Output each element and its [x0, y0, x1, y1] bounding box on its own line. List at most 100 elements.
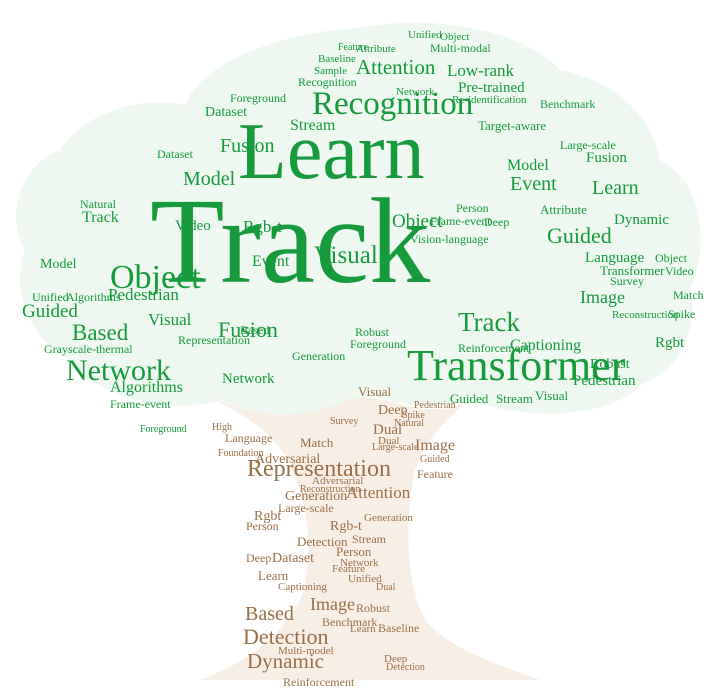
word-rgbt-right: Rgbt: [655, 335, 685, 351]
word-detection-small: Detection: [297, 534, 348, 549]
word-recognition: Recognition: [312, 86, 473, 122]
word-person-trunk: Person: [336, 544, 372, 559]
word-robust-trunk: Robust: [356, 601, 391, 615]
word-transformer-right: Transformer: [600, 263, 665, 278]
word-model-mid: Model: [507, 157, 549, 174]
word-transformer: Transformer: [407, 341, 626, 390]
word-foreground-low: Foreground: [140, 424, 187, 435]
word-person: Person: [456, 201, 489, 215]
word-robust-mid: Robust: [355, 325, 390, 339]
word-learn-right: Learn: [592, 177, 639, 199]
word-survey-trunk: Survey: [330, 416, 358, 427]
word-deep-trunk2: Deep: [246, 551, 271, 565]
word-sample: Sample: [314, 65, 347, 77]
word-adversarial: Adversarial: [255, 452, 320, 467]
word-reinforcement-trunk: Reinforcement: [283, 675, 355, 689]
word-pedestrian-right: Pedestrian: [573, 373, 636, 389]
word-spike: Spike: [668, 307, 695, 321]
word-feature-top: Feature: [338, 42, 369, 53]
word-baseline-trunk: Baseline: [378, 621, 419, 635]
tree-trunk-shape: [200, 395, 540, 680]
word-object-big: Object: [110, 259, 201, 296]
word-fusion-mid: Fusion: [218, 317, 278, 342]
word-representation: Representation: [247, 456, 391, 482]
word-object-right: Object: [655, 251, 688, 265]
word-re-id: Re-identification: [452, 94, 527, 106]
word-learn: Learn: [238, 108, 425, 196]
word-pedestrian: Pedestrian: [108, 285, 179, 304]
word-natural-trunk: Natural: [394, 418, 424, 429]
word-large-scale: Large-scale: [560, 138, 616, 152]
word-multi-model-trunk: Multi-model: [278, 645, 334, 657]
word-frame-event: Frame-event: [430, 214, 491, 228]
word-generation-green: Generation: [292, 349, 345, 363]
word-benchmark: Benchmark: [540, 97, 595, 111]
word-attribute: Attribute: [540, 202, 587, 217]
word-video-left: Video: [175, 218, 211, 234]
word-person-trunk2: Person: [246, 519, 279, 533]
word-vision-language: Vision-language: [410, 232, 489, 246]
word-rgbt-trunk: Rgbt: [254, 509, 281, 524]
word-foreground-mid: Foreground: [350, 337, 406, 351]
word-large-scale-trunk: Large-scale: [278, 501, 334, 515]
word-generation: Generation: [285, 489, 347, 504]
word-pedestrian-trunk: Pedestrian: [414, 400, 456, 411]
word-language: Language: [585, 250, 644, 266]
word-visual-big: Visual: [314, 242, 378, 269]
word-guided-left: Guided: [22, 301, 78, 322]
word-object-mid: Object: [392, 211, 443, 232]
word-dataset-trunk: Dataset: [272, 551, 314, 566]
word-rgb-t-trunk: Rgb-t: [330, 519, 362, 534]
word-video-right: Video: [665, 264, 694, 278]
word-image-upper: Image: [415, 437, 455, 454]
word-model: Model: [183, 168, 236, 190]
word-natural: Natural: [80, 197, 117, 211]
word-detection-bottom: Detection: [386, 662, 425, 673]
word-algorithms: Algorithms: [110, 379, 183, 396]
word-attention-top: Attention: [356, 55, 436, 79]
word-match-trunk: Match: [300, 435, 334, 450]
word-high-trunk: High: [212, 422, 232, 433]
word-dynamic: Dynamic: [614, 212, 669, 228]
word-rgbt-left: Rgb-t: [243, 217, 282, 236]
word-deep: Deep: [484, 215, 509, 229]
word-based-trunk: Based: [245, 603, 294, 625]
word-track: Track: [150, 174, 430, 309]
word-network-trunk: Network: [340, 557, 379, 569]
word-robust-right: Robust: [590, 357, 630, 372]
word-track-left: Track: [82, 209, 119, 226]
word-dual-trunk: Dual: [373, 422, 402, 438]
word-deep-trunk: Deep: [378, 403, 408, 418]
word-fusion: Fusion: [220, 135, 274, 157]
word-attribute-top: Attribute: [356, 43, 396, 55]
word-unified-top: Unified: [408, 29, 442, 41]
word-benchmark-trunk: Benchmark: [322, 615, 377, 629]
word-dynamic-trunk: Dynamic: [247, 649, 324, 673]
word-frame-event-low: Frame-event: [110, 397, 171, 411]
word-event-mid: Event: [252, 253, 290, 270]
word-generation-trunk: Generation: [364, 512, 413, 524]
word-unified-trunk: Unified: [348, 573, 382, 585]
word-visual-left: Visual: [148, 310, 192, 329]
word-stream-low: Stream: [496, 391, 533, 406]
word-visual-low: Visual: [535, 388, 569, 403]
word-reconstruction-trunk: Reconstruction: [300, 484, 361, 495]
word-network-top: Network: [396, 86, 435, 98]
word-spike-trunk: Spike: [402, 410, 425, 421]
word-model-left: Model: [40, 257, 77, 272]
word-dataset-left: Dataset: [157, 147, 194, 161]
word-learn-trunk: Learn: [258, 568, 289, 583]
word-target-aware: Target-aware: [478, 118, 546, 133]
word-large-trunk: Large-scale: [372, 442, 419, 453]
word-dual-trunk3: Dual: [376, 582, 396, 593]
word-guided-trunk: Guided: [420, 454, 449, 465]
word-pre-trained: Pre-trained: [458, 80, 525, 96]
word-guided-stream: Guided: [450, 391, 489, 406]
word-dataset: Dataset: [205, 105, 247, 120]
word-algorithms-left: Algorithms: [66, 290, 121, 304]
word-baseline: Baseline: [318, 53, 356, 65]
word-network-mid: Network: [222, 371, 275, 387]
word-foundation: Foundation: [218, 448, 264, 459]
